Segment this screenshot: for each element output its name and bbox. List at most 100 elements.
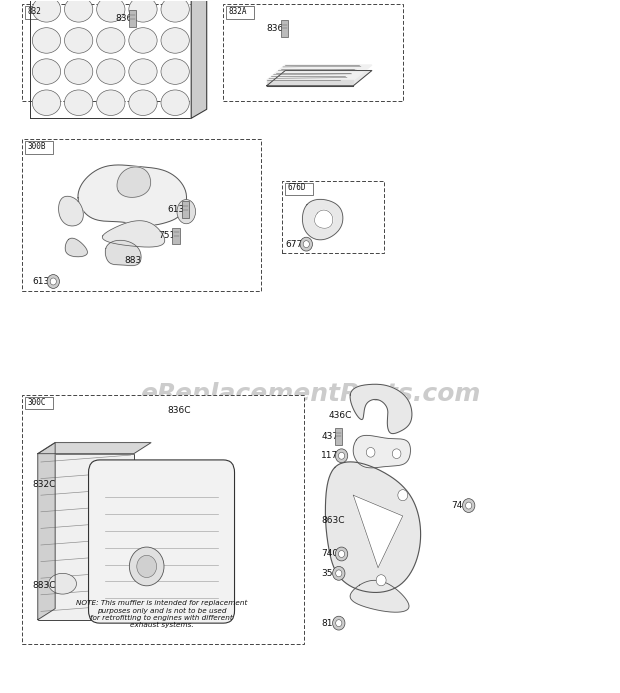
Circle shape [332,616,345,630]
Ellipse shape [177,200,195,224]
Bar [22,139,260,291]
Text: 836C: 836C [168,405,191,414]
Ellipse shape [32,59,61,85]
Ellipse shape [161,28,189,53]
Text: 300B: 300B [27,142,46,151]
Polygon shape [38,608,151,620]
Polygon shape [117,167,151,198]
Ellipse shape [64,90,93,116]
Polygon shape [102,220,165,247]
Circle shape [335,620,342,626]
Text: 832C: 832C [33,480,56,489]
Text: 740A: 740A [321,550,344,559]
Circle shape [50,278,56,285]
Polygon shape [267,80,353,86]
Polygon shape [353,495,403,568]
Ellipse shape [32,90,61,116]
Circle shape [335,570,342,577]
Text: 832: 832 [27,7,41,16]
Bar [223,4,403,101]
Polygon shape [326,462,420,593]
Polygon shape [303,200,343,240]
Text: 613B: 613B [33,277,56,286]
Ellipse shape [64,0,93,22]
Ellipse shape [129,59,157,85]
Text: 677A: 677A [286,240,309,249]
Circle shape [392,449,401,459]
Ellipse shape [97,0,125,22]
Polygon shape [105,240,141,265]
Circle shape [335,449,348,463]
Polygon shape [267,71,372,86]
Ellipse shape [161,90,189,116]
Circle shape [335,547,348,561]
Circle shape [332,566,345,580]
Bar [22,4,202,101]
Text: 676D: 676D [287,183,306,192]
Ellipse shape [32,0,61,22]
Ellipse shape [97,28,125,53]
Ellipse shape [129,0,157,22]
Text: 300C: 300C [27,398,46,407]
Bar [182,201,189,218]
Text: 613: 613 [168,205,185,214]
Text: 819: 819 [321,619,339,628]
Ellipse shape [32,28,61,53]
Text: 437: 437 [321,432,339,441]
Polygon shape [58,196,83,226]
Circle shape [466,502,472,509]
Bar [22,395,304,644]
Bar [30,0,191,119]
Polygon shape [350,384,412,434]
Circle shape [398,490,408,501]
Circle shape [137,555,157,577]
Text: eReplacementParts.com: eReplacementParts.com [140,382,480,405]
Circle shape [47,274,60,288]
Bar [281,20,288,37]
Bar [282,180,384,253]
Bar [335,428,342,445]
FancyBboxPatch shape [89,460,234,623]
Text: 436C: 436C [329,411,352,420]
Circle shape [130,547,164,586]
Polygon shape [350,580,409,612]
Ellipse shape [129,90,157,116]
Polygon shape [38,443,151,454]
Polygon shape [38,443,55,620]
Circle shape [303,240,309,247]
Bar [226,6,254,19]
Bar [285,182,313,195]
Polygon shape [78,165,187,225]
Polygon shape [353,435,410,468]
Bar [38,454,134,620]
Bar [129,10,136,27]
Polygon shape [65,238,87,256]
Text: NOTE: This muffler is intended for replacement
purposes only and is not to be us: NOTE: This muffler is intended for repla… [76,600,247,628]
Circle shape [339,550,345,557]
Text: 863C: 863C [321,516,345,525]
Polygon shape [314,210,333,228]
Text: 832A: 832A [228,7,247,16]
Polygon shape [191,0,206,119]
Text: 1177: 1177 [321,451,344,460]
Circle shape [300,237,312,251]
Bar [25,6,53,19]
Ellipse shape [161,0,189,22]
Text: 836: 836 [267,24,284,33]
Text: 883: 883 [125,256,141,265]
Polygon shape [267,65,372,80]
Ellipse shape [97,59,125,85]
Circle shape [376,574,386,586]
Text: 883C: 883C [33,581,56,590]
Text: 751: 751 [159,231,175,240]
Text: 355: 355 [321,569,339,578]
Ellipse shape [129,28,157,53]
Ellipse shape [48,573,76,594]
Circle shape [366,448,375,457]
Circle shape [463,499,475,513]
Circle shape [339,453,345,459]
Bar [25,141,53,154]
Text: 836: 836 [115,14,133,23]
Ellipse shape [64,59,93,85]
Bar [172,227,180,244]
